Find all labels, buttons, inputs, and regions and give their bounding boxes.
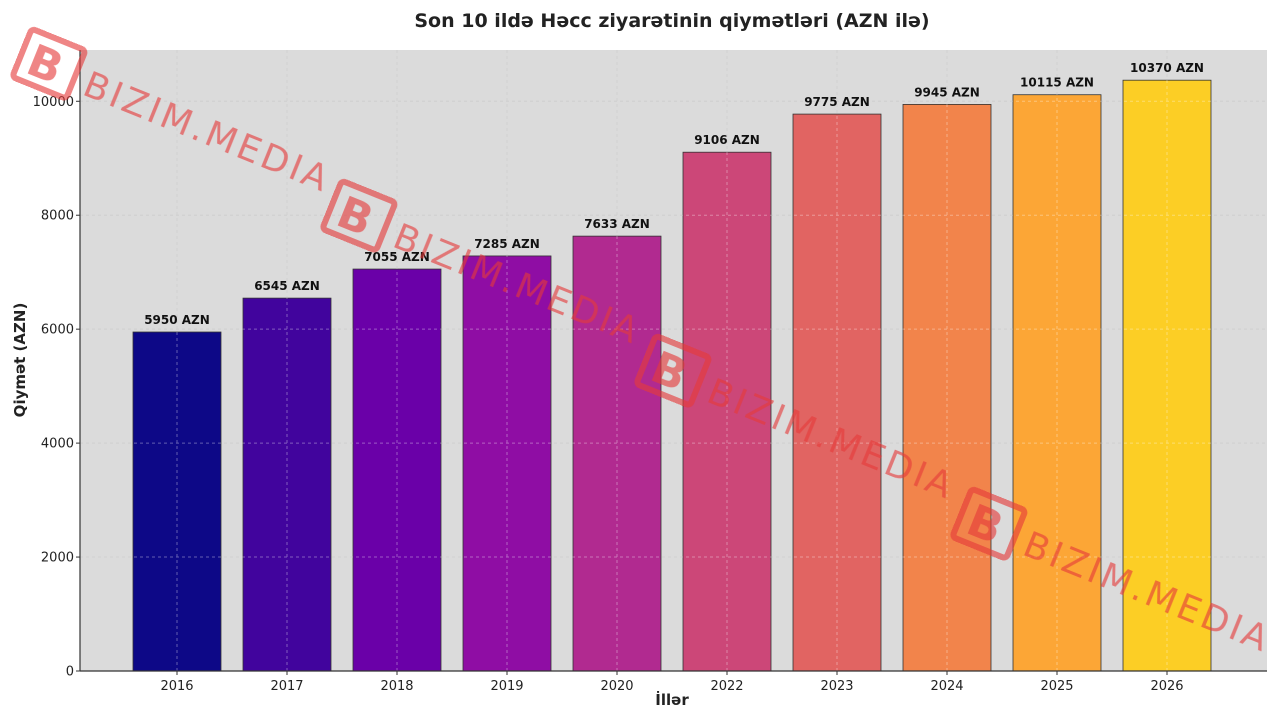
chart-title: Son 10 ildə Həcc ziyarətinin qiymətləri … [414,10,929,32]
x-tick-label: 2025 [1040,679,1073,694]
bar-2025 [1012,94,1102,672]
y-tick-label: 0 [66,665,74,680]
x-tick-label: 2019 [490,679,523,694]
x-axis-label: İllər [655,690,689,709]
x-tick-label: 2024 [930,679,963,694]
bar-2023 [792,113,882,672]
watermark-frame [634,333,712,408]
x-tick-label: 2022 [710,679,743,694]
bar-2026 [1122,79,1212,672]
bar-2024 [902,104,992,672]
y-tick-label: 4000 [41,437,74,452]
data-label-2019: 7285 AZN [474,237,540,251]
x-tick-label: 2016 [160,679,193,694]
y-tick-label: 2000 [41,551,74,566]
bar-2020 [572,235,662,672]
data-label-2026: 10370 AZN [1130,61,1204,75]
x-tick-label: 2023 [820,679,853,694]
grid-overlay [80,50,1267,672]
x-tick-label: 2020 [600,679,633,694]
watermark-frame [10,26,88,101]
bar-2022 [682,151,772,672]
data-label-2024: 9945 AZN [914,85,980,99]
data-label-2025: 10115 AZN [1020,76,1094,90]
watermark-frame [950,486,1028,561]
data-label-2022: 9106 AZN [694,133,760,147]
x-tick-label: 2026 [1150,679,1183,694]
bar-2019 [462,255,552,672]
data-label-2017: 6545 AZN [254,279,320,293]
bar-2018 [352,268,442,672]
y-tick-label: 6000 [41,323,74,338]
data-labels: 5950 AZN 6545 AZN 7055 AZN 7285 AZN 7633 AZN… [144,61,1204,327]
bars [80,50,1267,672]
y-axis-label: Qiymət (AZN) [11,303,29,418]
x-tick-label: 2018 [380,679,413,694]
data-label-2016: 5950 AZN [144,313,210,327]
y-tick-label: 8000 [41,209,74,224]
data-label-2018: 7055 AZN [364,250,430,264]
watermark-frame [320,178,398,253]
data-label-2023: 9775 AZN [804,95,870,109]
data-label-2020: 7633 AZN [584,217,650,231]
x-tick-label: 2017 [270,679,303,694]
bar-2017 [242,297,332,672]
